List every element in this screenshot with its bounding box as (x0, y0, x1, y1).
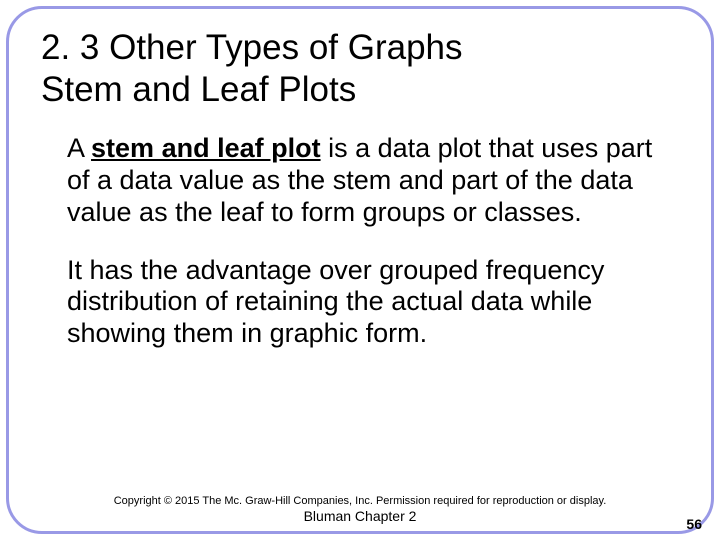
slide-frame: 2. 3 Other Types of Graphs Stem and Leaf… (6, 6, 714, 534)
title-line-2: Stem and Leaf Plots (41, 70, 356, 109)
copyright-text: Copyright © 2015 The Mc. Graw-Hill Compa… (9, 495, 711, 508)
slide-footer: Copyright © 2015 The Mc. Graw-Hill Compa… (9, 495, 711, 525)
chapter-text: Bluman Chapter 2 (9, 508, 711, 525)
slide-title: 2. 3 Other Types of Graphs Stem and Leaf… (41, 27, 679, 111)
defined-term: stem and leaf plot (91, 133, 321, 163)
paragraph-1: A stem and leaf plot is a data plot that… (67, 133, 679, 229)
para1-prefix: A (67, 133, 91, 163)
title-line-1: 2. 3 Other Types of Graphs (41, 28, 463, 67)
page-number: 56 (686, 516, 702, 532)
paragraph-2: It has the advantage over grouped freque… (67, 255, 679, 351)
slide-body: A stem and leaf plot is a data plot that… (41, 133, 679, 350)
